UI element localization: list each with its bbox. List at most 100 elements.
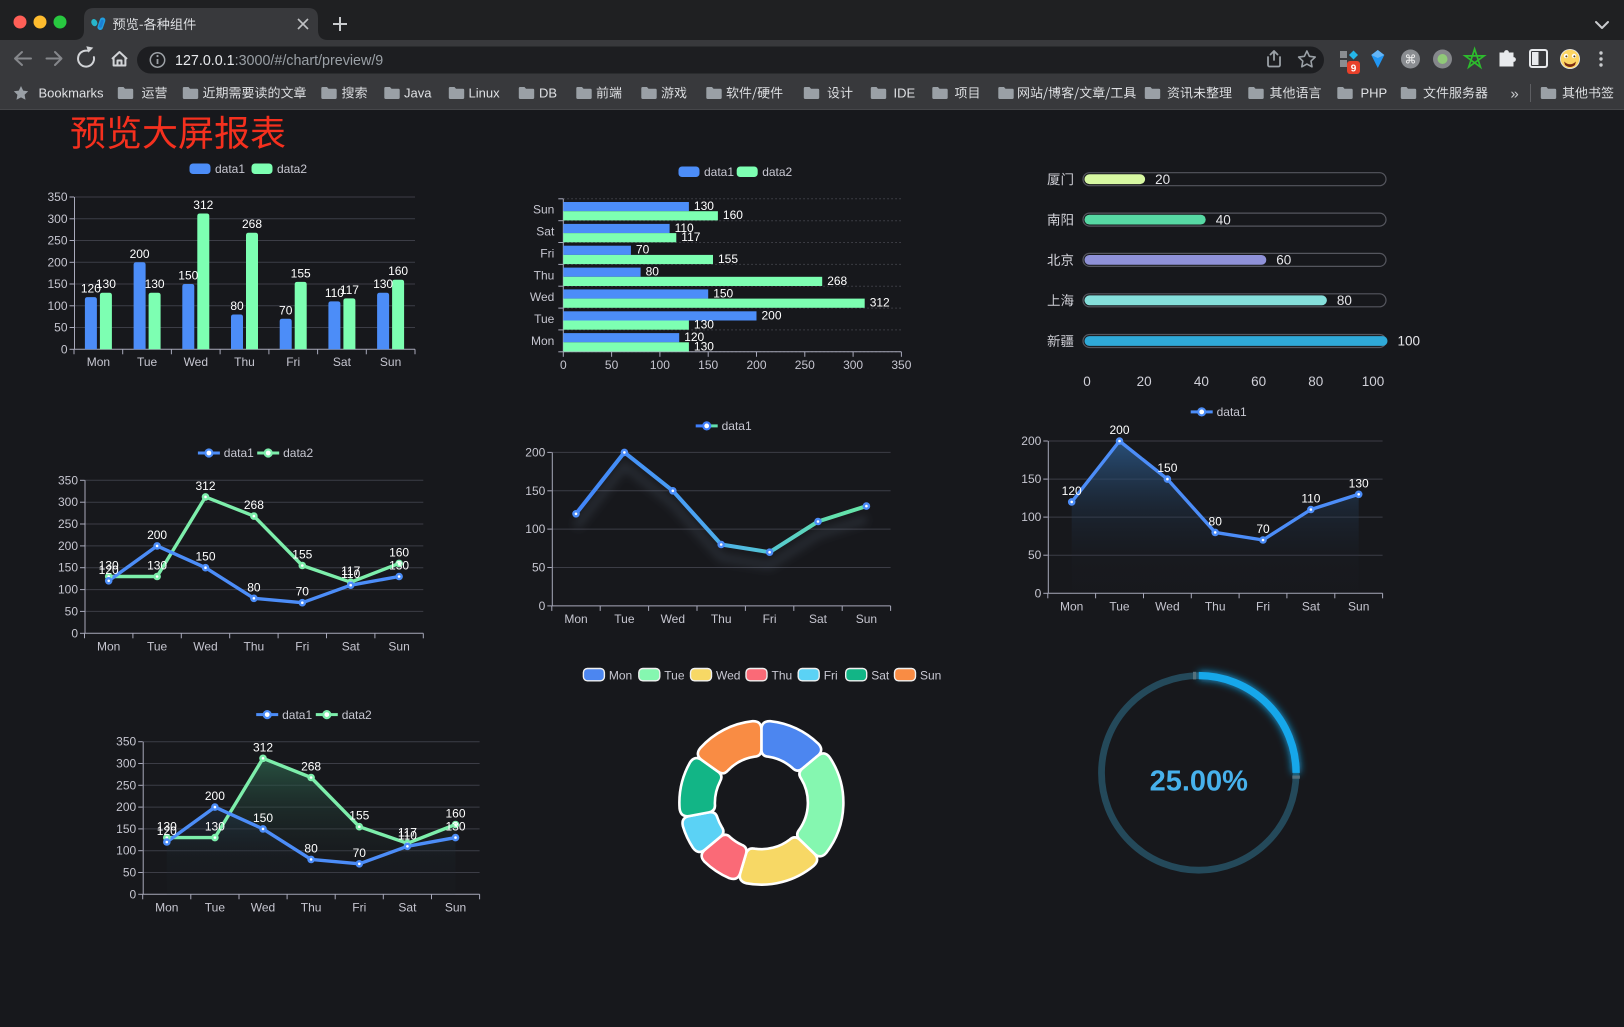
svg-text:Fri: Fri [286,355,300,369]
svg-text:Wed: Wed [661,612,685,626]
svg-text:Fri: Fri [763,612,777,626]
svg-text:130: 130 [1349,476,1369,490]
svg-text:Sun: Sun [1348,599,1369,613]
svg-text:117: 117 [341,564,360,578]
svg-text:50: 50 [605,358,619,372]
svg-text:268: 268 [301,760,321,774]
svg-text:80: 80 [1209,514,1223,528]
svg-text:Fri: Fri [352,900,366,914]
svg-text:70: 70 [353,846,367,860]
svg-text:250: 250 [58,517,78,531]
svg-text:70: 70 [636,243,650,257]
svg-text:60: 60 [1276,253,1291,268]
svg-text:250: 250 [795,358,815,372]
svg-text:data2: data2 [283,446,313,460]
svg-text:268: 268 [242,217,262,231]
svg-text:data2: data2 [342,708,372,722]
svg-text:312: 312 [253,740,273,754]
svg-text:250: 250 [116,778,136,792]
svg-text:70: 70 [279,303,293,317]
svg-text:PHP: PHP [1361,86,1388,101]
svg-text:130: 130 [147,559,167,573]
svg-text:Tue: Tue [1109,599,1130,613]
svg-text:data2: data2 [277,162,307,176]
svg-text:100: 100 [1398,334,1421,349]
svg-text:Java: Java [404,86,432,101]
svg-text:Fri: Fri [295,639,309,653]
svg-text:160: 160 [389,545,409,559]
svg-text:data1: data1 [1217,405,1247,419]
svg-text:Tue: Tue [614,612,635,626]
svg-text:110: 110 [398,828,417,842]
svg-text:100: 100 [116,844,136,858]
svg-text:130: 130 [694,199,714,213]
svg-text:130: 130 [373,277,393,291]
svg-text:100: 100 [58,583,78,597]
svg-text:Linux: Linux [469,86,501,101]
svg-text:200: 200 [130,247,150,261]
svg-text:Mon: Mon [97,639,120,653]
svg-text:Sun: Sun [380,355,401,369]
svg-text:50: 50 [123,866,137,880]
svg-text:130: 130 [694,318,714,332]
svg-text:300: 300 [47,212,67,226]
svg-text:160: 160 [723,208,743,222]
svg-text:80: 80 [1308,374,1323,389]
svg-text:data1: data1 [215,162,245,176]
svg-text:Sun: Sun [388,639,409,653]
svg-text:150: 150 [58,561,78,575]
svg-text:268: 268 [827,274,847,288]
svg-text:data2: data2 [762,165,792,179]
svg-text:100: 100 [525,522,545,536]
svg-text:300: 300 [843,358,863,372]
svg-text:312: 312 [195,479,215,493]
svg-text:Thu: Thu [234,355,255,369]
svg-text:Tue: Tue [147,639,168,653]
svg-text:Wed: Wed [716,668,740,682]
svg-text:Sat: Sat [342,639,361,653]
svg-text:Mon: Mon [609,668,632,682]
svg-text:Tue: Tue [137,355,158,369]
svg-text:40: 40 [1194,374,1209,389]
svg-text:200: 200 [525,445,545,459]
svg-text:150: 150 [1021,472,1041,486]
svg-text:Tue: Tue [664,668,685,682]
svg-text:Thu: Thu [244,639,265,653]
svg-text:250: 250 [47,234,67,248]
svg-text:Sun: Sun [533,203,554,217]
svg-text:80: 80 [230,299,244,313]
svg-text:Mon: Mon [531,334,554,348]
svg-text:0: 0 [130,887,137,901]
svg-text:200: 200 [1109,423,1129,437]
svg-text:100: 100 [1021,510,1041,524]
svg-text:300: 300 [116,757,136,771]
svg-text:160: 160 [388,264,408,278]
svg-text:117: 117 [340,283,359,297]
svg-text:Fri: Fri [1256,599,1270,613]
svg-text:40: 40 [1216,212,1231,227]
svg-text:110: 110 [325,286,344,300]
svg-text:350: 350 [891,358,911,372]
svg-text:200: 200 [116,800,136,814]
svg-text:0: 0 [1035,586,1042,600]
svg-text:100: 100 [47,299,67,313]
svg-text:155: 155 [349,809,369,823]
svg-text:120: 120 [81,282,101,296]
svg-text:data1: data1 [282,708,312,722]
svg-text:150: 150 [1157,461,1177,475]
svg-text:80: 80 [304,841,318,855]
svg-text:Tue: Tue [534,312,555,326]
svg-text:268: 268 [244,498,264,512]
svg-text:70: 70 [1256,522,1270,536]
svg-text:Thu: Thu [534,268,555,282]
svg-text:20: 20 [1155,172,1170,187]
svg-text:Mon: Mon [155,900,178,914]
svg-text:200: 200 [746,358,766,372]
svg-text:200: 200 [147,528,167,542]
svg-text:312: 312 [193,198,213,212]
svg-text:⌘: ⌘ [1405,53,1417,67]
svg-text:Wed: Wed [251,900,275,914]
svg-text:150: 150 [525,484,545,498]
svg-text:25.00%: 25.00% [1150,765,1249,797]
svg-text:70: 70 [296,585,310,599]
